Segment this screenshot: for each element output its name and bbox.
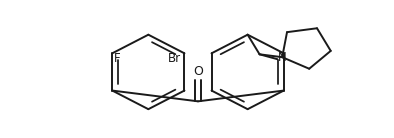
Text: Br: Br [168,52,182,65]
Text: F: F [114,52,121,65]
Text: N: N [278,51,286,64]
Text: O: O [193,65,203,78]
